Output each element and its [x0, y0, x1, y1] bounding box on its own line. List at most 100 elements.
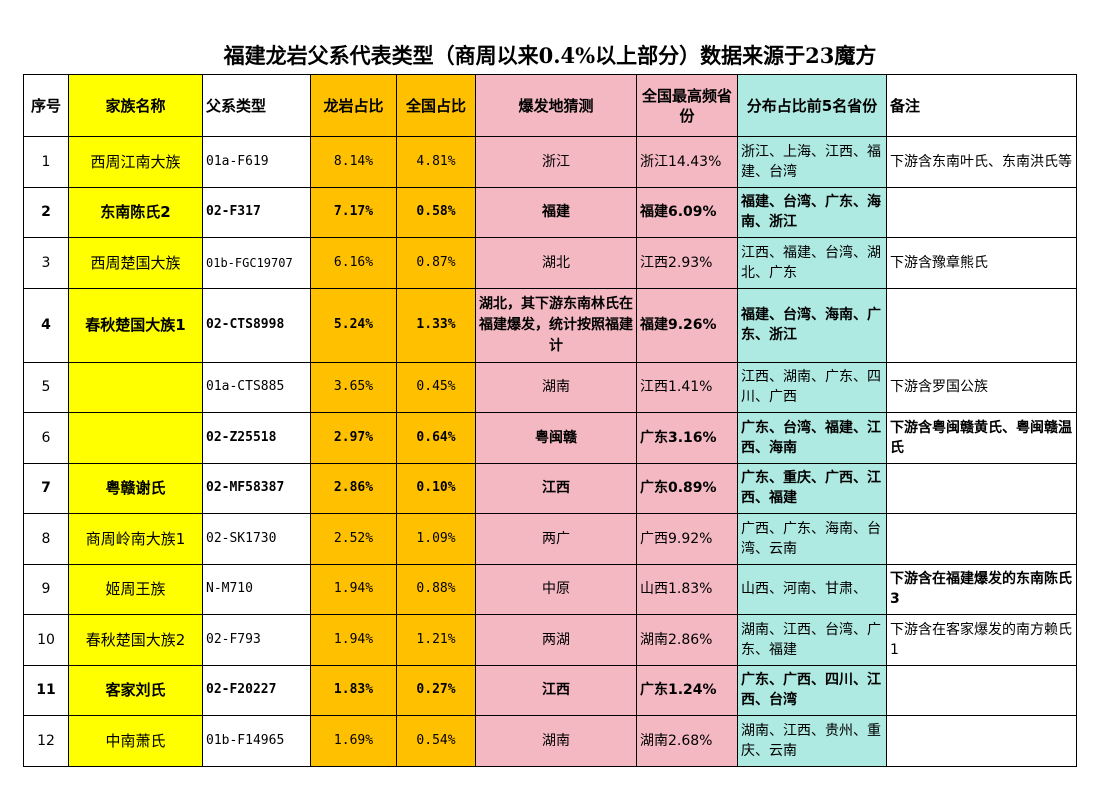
cell-burst: 江西	[475, 462, 637, 514]
cell-burst: 湖南	[475, 361, 637, 413]
cell-longyan: 5.24%	[310, 287, 397, 363]
cell-national: 0.64%	[396, 412, 476, 464]
cell-note	[886, 287, 1077, 363]
table-row: 8 商周岭南大族1 02-SK1730 2.52% 1.09% 两广 广西9.9…	[23, 513, 1077, 565]
cell-family: 商周岭南大族1	[68, 513, 203, 565]
cell-dist: 山西、河南、甘肃、	[737, 563, 887, 615]
cell-note: 下游含在福建爆发的东南陈氏3	[886, 563, 1077, 615]
cell-burst: 两广	[475, 513, 637, 565]
table-row: 3 西周楚国大族 01b-FGC19707 6.16% 0.87% 湖北 江西2…	[23, 237, 1077, 289]
cell-dist: 广东、广西、四川、江西、台湾	[737, 664, 887, 716]
cell-type: 02-SK1730	[202, 513, 311, 565]
cell-highest: 江西2.93%	[636, 237, 738, 289]
cell-family: 春秋楚国大族1	[68, 287, 203, 363]
table-row: 11 客家刘氏 02-F20227 1.83% 0.27% 江西 广东1.24%…	[23, 664, 1077, 716]
cell-num: 4	[23, 287, 69, 363]
header-highest: 全国最高频省份	[636, 74, 738, 137]
header-family: 家族名称	[68, 74, 203, 137]
cell-type: 02-CTS8998	[202, 287, 311, 363]
cell-dist: 江西、福建、台湾、湖北、广东	[737, 237, 887, 289]
cell-dist: 福建、台湾、广东、海南、浙江	[737, 186, 887, 238]
cell-note: 下游含粤闽赣黄氏、粤闽赣温氏	[886, 412, 1077, 464]
cell-type: 01a-F619	[202, 136, 311, 188]
cell-note: 下游含在客家爆发的南方赖氏1	[886, 614, 1077, 666]
table-row: 7 粤赣谢氏 02-MF58387 2.86% 0.10% 江西 广东0.89%…	[23, 462, 1077, 514]
cell-num: 10	[23, 614, 69, 666]
cell-dist: 广东、重庆、广西、江西、福建	[737, 462, 887, 514]
cell-longyan: 2.52%	[310, 513, 397, 565]
cell-longyan: 2.97%	[310, 412, 397, 464]
cell-highest: 福建9.26%	[636, 287, 738, 363]
cell-num: 7	[23, 462, 69, 514]
table-row: 6 02-Z25518 2.97% 0.64% 粤闽赣 广东3.16% 广东、台…	[23, 412, 1077, 464]
cell-family: 西周江南大族	[68, 136, 203, 188]
cell-national: 0.45%	[396, 361, 476, 413]
table-row: 2 东南陈氏2 02-F317 7.17% 0.58% 福建 福建6.09% 福…	[23, 186, 1077, 238]
cell-highest: 广东1.24%	[636, 664, 738, 716]
cell-note	[886, 186, 1077, 238]
cell-burst: 粤闽赣	[475, 412, 637, 464]
cell-type: 01a-CTS885	[202, 361, 311, 413]
cell-highest: 湖南2.86%	[636, 614, 738, 666]
cell-note: 下游含豫章熊氏	[886, 237, 1077, 289]
cell-burst: 湖南	[475, 715, 637, 767]
cell-longyan: 1.94%	[310, 614, 397, 666]
cell-highest: 湖南2.68%	[636, 715, 738, 767]
header-dist: 分布占比前5名省份	[737, 74, 887, 137]
cell-national: 0.54%	[396, 715, 476, 767]
cell-family	[68, 361, 203, 413]
cell-longyan: 7.17%	[310, 186, 397, 238]
cell-type: 02-F793	[202, 614, 311, 666]
cell-burst: 江西	[475, 664, 637, 716]
cell-family: 东南陈氏2	[68, 186, 203, 238]
cell-national: 0.10%	[396, 462, 476, 514]
cell-national: 4.81%	[396, 136, 476, 188]
cell-longyan: 1.94%	[310, 563, 397, 615]
table-row: 12 中南萧氏 01b-F14965 1.69% 0.54% 湖南 湖南2.68…	[23, 715, 1077, 767]
cell-burst: 湖北	[475, 237, 637, 289]
cell-national: 1.33%	[396, 287, 476, 363]
cell-dist: 广西、广东、海南、台湾、云南	[737, 513, 887, 565]
header-burst: 爆发地猜测	[475, 74, 637, 137]
cell-num: 2	[23, 186, 69, 238]
cell-type: 02-F317	[202, 186, 311, 238]
cell-num: 8	[23, 513, 69, 565]
header-longyan: 龙岩占比	[310, 74, 397, 137]
cell-num: 12	[23, 715, 69, 767]
cell-longyan: 6.16%	[310, 237, 397, 289]
cell-burst: 两湖	[475, 614, 637, 666]
cell-highest: 广东0.89%	[636, 462, 738, 514]
header-national: 全国占比	[396, 74, 476, 137]
table-row: 4 春秋楚国大族1 02-CTS8998 5.24% 1.33% 湖北，其下游东…	[23, 287, 1077, 363]
cell-burst: 福建	[475, 186, 637, 238]
cell-highest: 广东3.16%	[636, 412, 738, 464]
cell-note	[886, 462, 1077, 514]
cell-national: 0.88%	[396, 563, 476, 615]
cell-num: 6	[23, 412, 69, 464]
cell-dist: 江西、湖南、广东、四川、广西	[737, 361, 887, 413]
cell-national: 0.27%	[396, 664, 476, 716]
cell-family: 春秋楚国大族2	[68, 614, 203, 666]
cell-note	[886, 513, 1077, 565]
cell-longyan: 1.69%	[310, 715, 397, 767]
table-row: 1 西周江南大族 01a-F619 8.14% 4.81% 浙江 浙江14.43…	[23, 136, 1077, 188]
header-row: 序号 家族名称 父系类型 龙岩占比 全国占比 爆发地猜测 全国最高频省份 分布占…	[23, 74, 1077, 137]
cell-type: 01b-F14965	[202, 715, 311, 767]
cell-highest: 山西1.83%	[636, 563, 738, 615]
table-row: 5 01a-CTS885 3.65% 0.45% 湖南 江西1.41% 江西、湖…	[23, 361, 1077, 413]
data-table: 序号 家族名称 父系类型 龙岩占比 全国占比 爆发地猜测 全国最高频省份 分布占…	[23, 74, 1077, 767]
cell-longyan: 1.83%	[310, 664, 397, 716]
cell-dist: 湖南、江西、贵州、重庆、云南	[737, 715, 887, 767]
cell-note	[886, 715, 1077, 767]
cell-num: 3	[23, 237, 69, 289]
cell-highest: 广西9.92%	[636, 513, 738, 565]
cell-type: 01b-FGC19707	[202, 237, 311, 289]
cell-family: 姬周王族	[68, 563, 203, 615]
cell-highest: 福建6.09%	[636, 186, 738, 238]
table-row: 9 姬周王族 N-M710 1.94% 0.88% 中原 山西1.83% 山西、…	[23, 563, 1077, 615]
cell-longyan: 8.14%	[310, 136, 397, 188]
cell-highest: 江西1.41%	[636, 361, 738, 413]
cell-family: 粤赣谢氏	[68, 462, 203, 514]
cell-national: 0.58%	[396, 186, 476, 238]
header-note: 备注	[886, 74, 1077, 137]
